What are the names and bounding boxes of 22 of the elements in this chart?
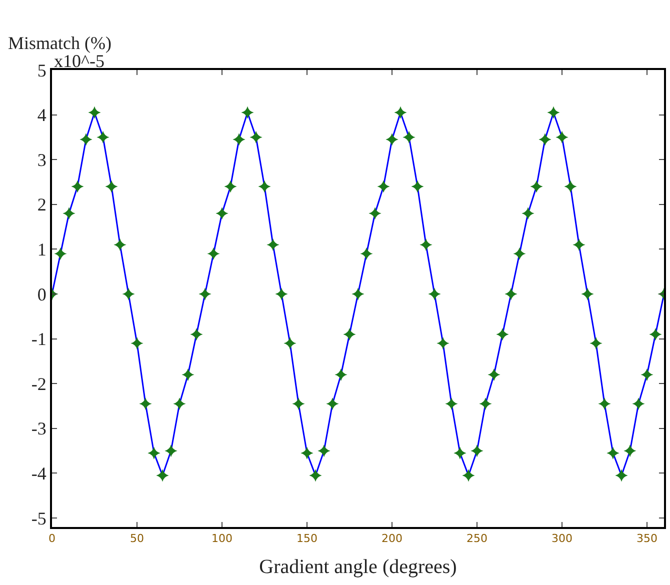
x-tick-label: 250 [466, 532, 488, 546]
x-tick-label: 0 [48, 532, 56, 546]
x-tick-label: 300 [552, 532, 572, 546]
y-tick-label: 3 [37, 150, 46, 170]
x-axis-title: Gradient angle (degrees) [259, 556, 457, 578]
y-tick-label: -3 [31, 418, 46, 439]
x-tick-label: 200 [382, 532, 402, 546]
y-tick-label: 1 [37, 240, 46, 260]
y-axis-title: Mismatch (%) [8, 33, 112, 53]
y-tick-label: 0 [37, 284, 46, 304]
y-tick-label: -2 [31, 374, 46, 394]
y-tick-label: 4 [37, 105, 46, 126]
x-tick-label: 100 [212, 532, 232, 546]
x-tick-label: 150 [296, 532, 318, 546]
y-tick-label: -5 [31, 508, 46, 528]
x-tick-label: 350 [636, 532, 658, 546]
y-tick-label: 2 [37, 194, 46, 215]
y-tick-label: -1 [31, 329, 46, 350]
y-tick-label: -4 [31, 464, 46, 484]
annotation: x10^-5 [54, 51, 104, 71]
x-tick-label: 50 [130, 532, 144, 546]
y-tick-label: 5 [37, 60, 46, 80]
